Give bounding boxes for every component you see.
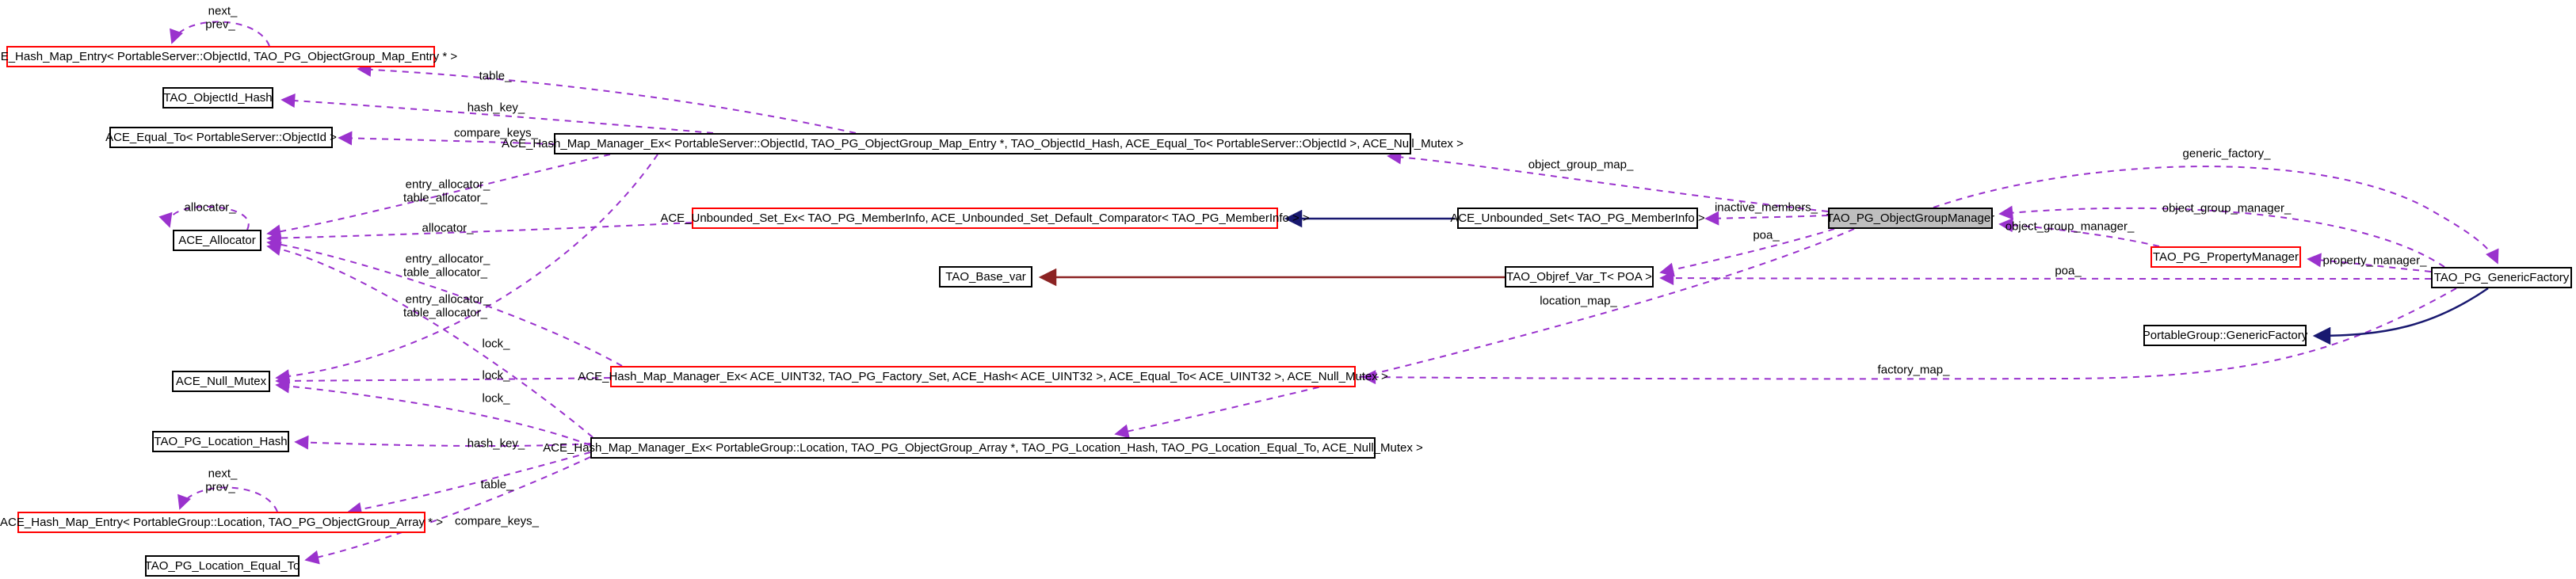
edge-next-prev-loop-top bbox=[170, 21, 270, 47]
node-ace-null-mutex[interactable]: ACE_Null_Mutex bbox=[172, 371, 270, 392]
edge-lock-3 bbox=[275, 379, 591, 446]
node-ace-hash-map-manager-ex-uint32[interactable]: ACE_Hash_Map_Manager_Ex< ACE_UINT32, TAO… bbox=[578, 366, 1388, 387]
node-ace-hash-map-entry-objectid[interactable]: ACE_Hash_Map_Entry< PortableServer::Obje… bbox=[0, 46, 457, 67]
edge-entry-table-allocator-2 bbox=[266, 237, 623, 367]
edge-label-entry-allocator-3: entry_allocator_ bbox=[405, 292, 490, 307]
node-tao-objref-var-t-poa[interactable]: TAO_Objref_Var_T< POA > bbox=[1505, 266, 1654, 288]
edge-label-entry-allocator-1: entry_allocator_ bbox=[405, 177, 490, 192]
edge-label-lock-3: lock_ bbox=[482, 391, 510, 406]
edge-compare-keys-bottom bbox=[304, 456, 591, 565]
node-ace-unbounded-set[interactable]: ACE_Unbounded_Set< TAO_PG_MemberInfo > bbox=[1450, 208, 1705, 229]
edge-allocator-self-loop bbox=[158, 205, 250, 230]
node-portablegroup-genericfactory[interactable]: PortableGroup::GenericFactory bbox=[2143, 325, 2307, 346]
edge-entry-table-allocator-3 bbox=[266, 242, 593, 438]
edge-table-top bbox=[357, 62, 857, 134]
edge-lock-2 bbox=[275, 373, 611, 388]
node-ace-hash-map-manager-ex-objectid[interactable]: ACE_Hash_Map_Manager_Ex< PortableServer:… bbox=[502, 133, 1464, 154]
edge-label-lock-2: lock_ bbox=[482, 368, 510, 383]
edge-label-prev-bottom: prev_ bbox=[205, 480, 235, 494]
node-tao-pg-propertymanager[interactable]: TAO_PG_PropertyManager bbox=[2150, 246, 2301, 268]
node-ace-hash-map-manager-ex-location[interactable]: ACE_Hash_Map_Manager_Ex< PortableGroup::… bbox=[543, 437, 1423, 459]
edge-label-lock-1: lock_ bbox=[482, 337, 510, 351]
node-tao-pg-location-equal-to[interactable]: TAO_PG_Location_Equal_To bbox=[145, 555, 300, 577]
edge-label-next-bottom: next_ bbox=[208, 467, 238, 481]
edge-label-generic-factory: generic_factory_ bbox=[2182, 147, 2271, 161]
edge-label-object-group-manager-gf: object_group_manager_ bbox=[2162, 201, 2292, 215]
edge-compare-keys-top bbox=[338, 131, 555, 146]
edge-poa-ogm bbox=[1659, 228, 1835, 277]
node-ace-hash-map-entry-location[interactable]: ACE_Hash_Map_Entry< PortableGroup::Locat… bbox=[0, 512, 443, 533]
edge-label-table-bottom: table_ bbox=[480, 478, 513, 492]
edge-location-map bbox=[1114, 228, 1855, 439]
edge-label-inactive-members: inactive_members_ bbox=[1714, 200, 1818, 215]
node-ace-equal-to-objectid[interactable]: ACE_Equal_To< PortableServer::ObjectId > bbox=[105, 127, 337, 148]
node-ace-allocator[interactable]: ACE_Allocator bbox=[173, 230, 261, 251]
edge-label-compare-keys-top: compare_keys_ bbox=[454, 126, 538, 140]
edge-inherit-genericfactory bbox=[2312, 287, 2489, 345]
edge-generic-factory bbox=[1933, 166, 2499, 265]
edge-label-object-group-map: object_group_map_ bbox=[1528, 158, 1634, 172]
edge-label-compare-keys-bottom: compare_keys_ bbox=[455, 514, 539, 528]
node-ace-unbounded-set-ex[interactable]: ACE_Unbounded_Set_Ex< TAO_PG_MemberInfo,… bbox=[660, 208, 1310, 229]
edge-label-property-manager: property_manager_ bbox=[2322, 253, 2427, 268]
edge-label-allocator-loop: allocator_ bbox=[184, 200, 236, 215]
edge-table-bottom bbox=[347, 451, 591, 516]
edge-property-manager bbox=[2307, 253, 2432, 272]
node-tao-pg-location-hash[interactable]: TAO_PG_Location_Hash bbox=[152, 431, 289, 452]
edge-label-next-top: next_ bbox=[208, 4, 238, 18]
node-tao-objectid-hash[interactable]: TAO_ObjectId_Hash bbox=[162, 87, 273, 109]
node-tao-pg-genericfactory[interactable]: TAO_PG_GenericFactory bbox=[2431, 267, 2572, 288]
edge-label-factory-map: factory_map_ bbox=[1877, 363, 1950, 377]
edge-entry-table-allocator-1 bbox=[266, 154, 611, 239]
edge-label-table-allocator-3: table_allocator_ bbox=[403, 306, 487, 320]
edge-allocator-mid bbox=[266, 222, 693, 246]
edge-factory-map bbox=[1361, 288, 2457, 385]
edge-label-object-group-manager-pm: object_group_manager_ bbox=[2005, 219, 2135, 234]
edge-label-prev-top: prev_ bbox=[205, 17, 235, 32]
edge-object-group-map bbox=[1387, 150, 1829, 212]
edge-label-allocator-mid: allocator_ bbox=[422, 221, 474, 235]
edge-label-table-allocator-2: table_allocator_ bbox=[403, 265, 487, 280]
edge-lock-1 bbox=[275, 154, 658, 384]
edge-label-table-allocator-1: table_allocator_ bbox=[403, 191, 487, 205]
edge-object-group-manager-from-gf bbox=[1998, 205, 2445, 268]
node-tao-pg-objectgroupmanager[interactable]: TAO_PG_ObjectGroupManager bbox=[1826, 208, 1994, 229]
edge-label-entry-allocator-2: entry_allocator_ bbox=[405, 252, 490, 266]
edge-label-hash-key-top: hash_key_ bbox=[467, 101, 525, 115]
edge-label-table-top: table_ bbox=[479, 69, 512, 83]
edge-label-location-map: location_map_ bbox=[1540, 294, 1617, 308]
edge-hash-key-top bbox=[280, 93, 714, 134]
edge-next-prev-loop-bottom bbox=[177, 486, 278, 512]
edge-poa-gf bbox=[1659, 271, 2432, 286]
edge-label-hash-key-bottom: hash_key_ bbox=[467, 436, 525, 451]
edge-hash-key-bottom bbox=[294, 435, 591, 450]
edge-inactive-members bbox=[1704, 211, 1829, 226]
edge-label-poa-ogm: poa_ bbox=[1753, 228, 1780, 242]
node-tao-base-var[interactable]: TAO_Base_var bbox=[939, 266, 1032, 288]
edge-label-poa-gf: poa_ bbox=[2055, 264, 2082, 278]
edge-object-group-manager-from-pm bbox=[1998, 218, 2160, 247]
